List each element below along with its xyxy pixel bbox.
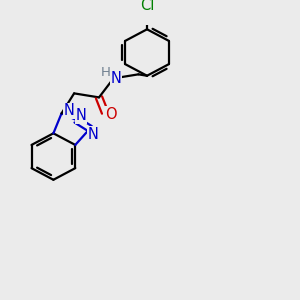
Text: N: N bbox=[88, 127, 98, 142]
Text: N: N bbox=[110, 71, 121, 86]
Text: O: O bbox=[105, 106, 117, 122]
Text: N: N bbox=[75, 108, 86, 123]
Text: N: N bbox=[64, 103, 74, 118]
Text: H: H bbox=[101, 66, 111, 79]
Text: Cl: Cl bbox=[140, 0, 154, 14]
